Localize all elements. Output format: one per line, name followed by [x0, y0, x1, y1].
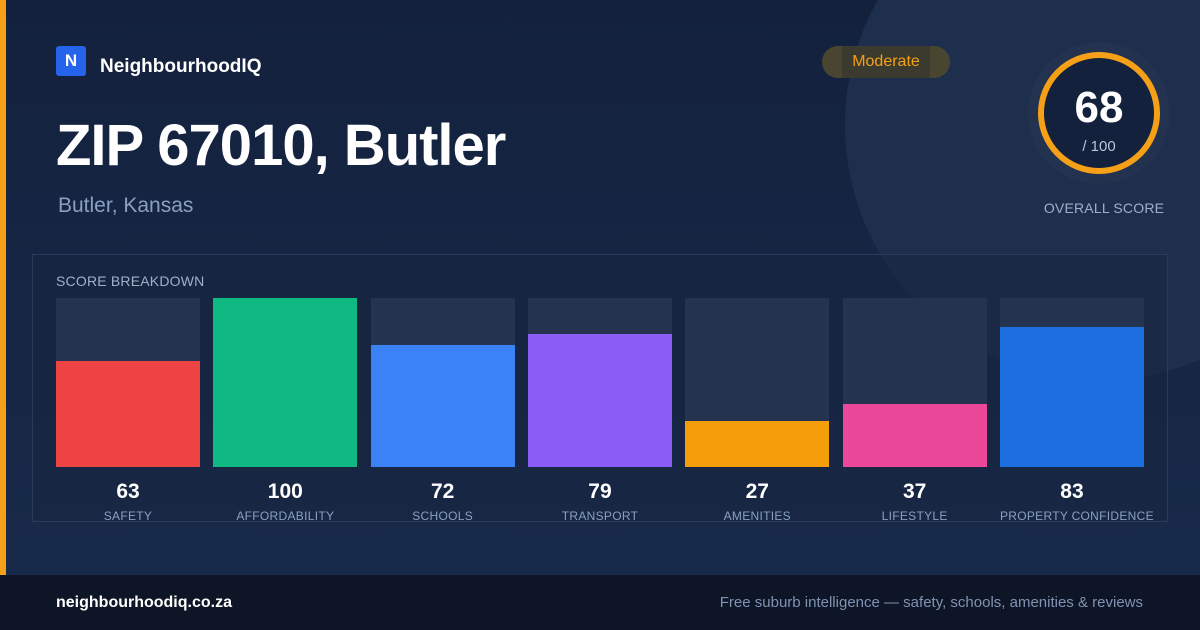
rating-badge: Moderate: [822, 46, 950, 78]
bar-value-schools: 72: [430, 480, 455, 503]
chart-title: SCORE BREAKDOWN: [56, 273, 205, 289]
bar-value-amenities: 27: [745, 480, 769, 503]
bar-chart: 63 SAFETY 100 AFFORDABILITY 72 SCHOOLS 79 TRANS…: [33, 255, 1169, 523]
bar-property-confidence: [999, 326, 1144, 467]
bar-value-transport: 79: [588, 480, 612, 503]
bar-track-affordability: [213, 298, 358, 467]
bar-track-property-confidence: [999, 298, 1144, 467]
accent-stripe: [0, 0, 6, 575]
overall-score-max: / 100: [1082, 138, 1116, 155]
bar-safety: [56, 360, 200, 467]
bar-label-transport: TRANSPORT: [561, 509, 639, 523]
bar-affordability: [213, 298, 358, 467]
location-subtitle: Butler, Kansas: [58, 194, 194, 217]
bar-value-safety: 63: [116, 480, 140, 503]
bar-transport: [527, 333, 672, 467]
bar-track-lifestyle: [842, 298, 987, 467]
footer: neighbourhoodiq.co.za Free suburb intell…: [0, 575, 1200, 630]
bar-track-amenities: [685, 298, 830, 467]
bar-label-safety: SAFETY: [103, 509, 153, 523]
page-title: ZIP 67010, Butler: [56, 113, 506, 178]
score-breakdown-panel: SCORE BREAKDOWN 63 SAFETY 100 AFFORDABILITY…: [32, 254, 1169, 523]
bar-label-schools: SCHOOLS: [412, 509, 474, 523]
bar-label-affordability: AFFORDABILITY: [236, 509, 335, 523]
bar-value-property-confidence: 83: [1060, 480, 1084, 503]
bar-track-safety: [56, 298, 200, 467]
footer-tagline: Free suburb intelligence — safety, schoo…: [719, 594, 1143, 611]
bar-lifestyle: [842, 404, 987, 467]
bar-label-lifestyle: LIFESTYLE: [881, 509, 948, 523]
bar-amenities: [685, 421, 830, 467]
overall-score-value: 68: [1074, 83, 1124, 132]
overall-score-ring: 68 / 100: [1038, 52, 1160, 174]
footer-url-link[interactable]: neighbourhoodiq.co.za: [56, 594, 232, 611]
bar-value-lifestyle: 37: [902, 480, 927, 503]
bar-schools: [370, 345, 515, 467]
bar-track-schools: [370, 298, 515, 467]
share-card: N NeighbourhoodIQ Moderate ZIP 67010, Bu…: [0, 0, 1200, 575]
bar-label-property-confidence: PROPERTY CONFIDENCE: [999, 509, 1154, 523]
bar-track-transport: [527, 298, 672, 467]
overall-score-label: OVERALL SCORE: [1043, 200, 1165, 216]
brand-name: NeighbourhoodIQ: [100, 56, 262, 77]
logo-icon: N: [56, 46, 86, 76]
bar-value-affordability: 100: [267, 480, 303, 503]
bar-label-amenities: AMENITIES: [723, 509, 791, 523]
rating-badge-label: Moderate: [852, 53, 920, 70]
